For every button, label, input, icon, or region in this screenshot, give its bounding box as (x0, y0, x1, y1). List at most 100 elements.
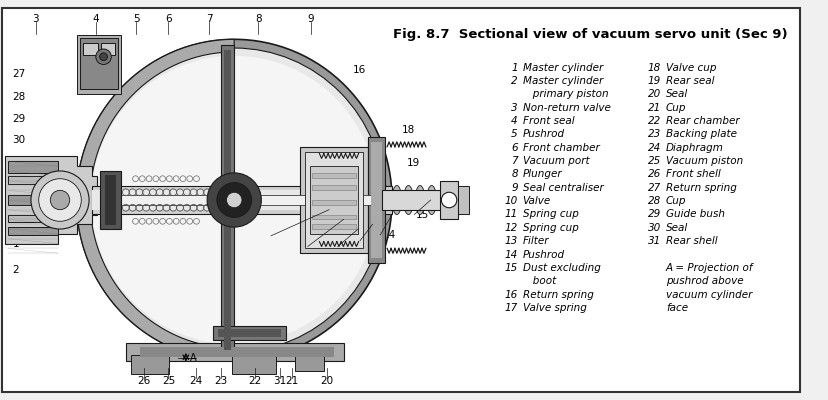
Text: 3: 3 (32, 14, 39, 24)
Text: 26: 26 (647, 170, 660, 180)
Text: pushrod above: pushrod above (665, 276, 743, 286)
Bar (7, 214, 58, 222)
Text: A = Projection of: A = Projection of (665, 263, 753, 273)
Text: 6: 6 (511, 143, 518, 153)
Bar (80, 38, 118, 89)
Text: 15: 15 (504, 263, 518, 273)
Circle shape (440, 192, 456, 208)
Text: 30: 30 (647, 223, 660, 233)
Bar (311, 173, 356, 178)
Bar (224, 50, 231, 350)
Text: 30: 30 (12, 135, 26, 145)
Text: 3: 3 (511, 103, 518, 113)
Text: 23: 23 (647, 129, 660, 139)
Text: 21: 21 (647, 103, 660, 113)
Ellipse shape (76, 39, 392, 361)
Text: Diaphragm: Diaphragm (665, 143, 723, 153)
Bar (370, 142, 382, 258)
Text: 9: 9 (511, 183, 518, 193)
Text: 1: 1 (12, 238, 19, 248)
Text: 17: 17 (316, 86, 330, 96)
Text: 26: 26 (137, 376, 151, 386)
Text: Spring cup: Spring cup (522, 210, 578, 220)
Text: Front shell: Front shell (665, 170, 720, 180)
Ellipse shape (84, 48, 384, 352)
Text: 24: 24 (189, 376, 202, 386)
Text: 13: 13 (362, 236, 375, 246)
Text: 2: 2 (12, 265, 19, 275)
Text: 18: 18 (647, 62, 660, 72)
Bar (140, 347, 334, 357)
Text: 16: 16 (504, 290, 518, 300)
Text: 14: 14 (504, 250, 518, 260)
Bar (7, 176, 58, 184)
Bar (311, 214, 356, 219)
Bar (311, 200, 356, 205)
Text: 7: 7 (205, 14, 212, 24)
Text: 11: 11 (504, 210, 518, 220)
Text: 22: 22 (248, 376, 261, 386)
Text: Master cylinder: Master cylinder (522, 62, 602, 72)
Text: 9: 9 (307, 14, 314, 24)
Bar (232, 355, 276, 374)
Text: Front seal: Front seal (522, 116, 574, 126)
Bar (102, 195, 373, 205)
Ellipse shape (403, 186, 413, 214)
Text: Plunger: Plunger (522, 170, 561, 180)
Text: 8: 8 (255, 14, 262, 24)
Text: Seal centraliser: Seal centraliser (522, 183, 603, 193)
Text: 15: 15 (416, 210, 429, 220)
Text: 1: 1 (511, 62, 518, 72)
Circle shape (207, 173, 261, 227)
Bar (83, 43, 98, 55)
Text: 4: 4 (511, 116, 518, 126)
Text: 31: 31 (647, 236, 660, 246)
Text: Valve spring: Valve spring (522, 303, 586, 313)
Text: Rear seal: Rear seal (665, 76, 714, 86)
Circle shape (96, 49, 111, 64)
Text: Non-return valve: Non-return valve (522, 103, 609, 113)
Bar (100, 43, 115, 55)
Text: 7: 7 (511, 156, 518, 166)
Text: Pushrod: Pushrod (522, 250, 564, 260)
Text: vacuum cylinder: vacuum cylinder (665, 290, 751, 300)
Text: Rear chamber: Rear chamber (665, 116, 739, 126)
Text: primary piston: primary piston (522, 89, 608, 99)
Text: 8: 8 (511, 170, 518, 180)
Bar (104, 175, 116, 225)
Text: 23: 23 (214, 376, 227, 386)
Text: Return spring: Return spring (665, 183, 736, 193)
Text: 10: 10 (504, 196, 518, 206)
Text: Guide bush: Guide bush (665, 210, 724, 220)
Text: 5: 5 (133, 14, 140, 24)
Circle shape (226, 192, 242, 208)
Text: 27: 27 (12, 69, 26, 79)
Ellipse shape (380, 186, 390, 214)
Text: 10: 10 (272, 231, 286, 241)
Text: Cup: Cup (665, 196, 686, 206)
Text: Rear shell: Rear shell (665, 236, 717, 246)
Circle shape (51, 190, 70, 210)
Text: 29: 29 (647, 210, 660, 220)
Text: 18: 18 (402, 125, 415, 135)
Ellipse shape (392, 186, 402, 214)
Bar (220, 45, 234, 355)
Text: 20: 20 (647, 89, 660, 99)
Text: Vacuum piston: Vacuum piston (665, 156, 742, 166)
Text: Seal: Seal (665, 89, 687, 99)
Text: Dust excluding: Dust excluding (522, 263, 599, 273)
Bar (311, 224, 356, 229)
Bar (311, 186, 356, 190)
Bar (7, 161, 58, 173)
Bar (7, 227, 58, 235)
Bar (295, 350, 324, 371)
Bar (77, 36, 121, 94)
Text: 27: 27 (647, 183, 660, 193)
Text: 12: 12 (339, 242, 353, 252)
Text: 4: 4 (93, 14, 99, 24)
Text: 20: 20 (320, 376, 334, 386)
Bar (92, 186, 392, 214)
Polygon shape (5, 156, 97, 244)
Text: 22: 22 (647, 116, 660, 126)
Bar (7, 195, 58, 205)
